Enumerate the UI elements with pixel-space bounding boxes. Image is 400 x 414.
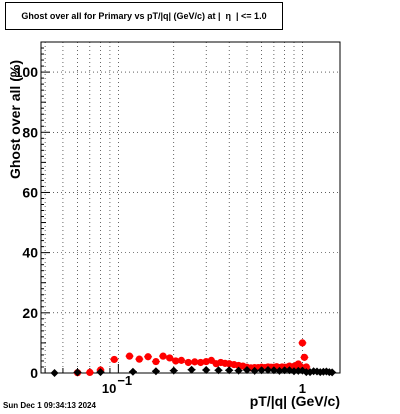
y-tick-label: 100: [15, 64, 39, 80]
timestamp: Sun Dec 1 09:34:13 2024: [3, 401, 96, 410]
data-point-black: [73, 368, 82, 377]
data-point-red: [184, 358, 192, 367]
data-point-red: [110, 355, 118, 364]
data-point-red: [197, 358, 205, 367]
data-point-red: [159, 352, 167, 360]
x-axis-title: pT/|q| (GeV/c): [250, 393, 340, 409]
data-point-black: [328, 368, 337, 377]
data-point-black: [275, 366, 284, 375]
y-tick-label: 40: [22, 245, 38, 261]
data-point-red: [152, 357, 160, 366]
data-point-red: [300, 353, 309, 361]
data-point-black: [269, 366, 278, 375]
data-point-black: [263, 365, 272, 374]
data-point-red: [135, 355, 143, 363]
data-point-black: [50, 369, 59, 377]
data-point-black: [234, 366, 243, 375]
data-point-red: [177, 356, 185, 364]
data-point-black: [169, 366, 178, 375]
data-point-black: [225, 366, 234, 375]
data-point-black: [257, 366, 266, 375]
data-point-red: [86, 368, 94, 376]
data-point-black: [202, 365, 211, 374]
data-point-black: [128, 367, 137, 376]
chart-title-box: Ghost over all for Primary vs pT/|q| (Ge…: [5, 2, 283, 30]
data-point-red: [166, 354, 174, 362]
data-point-black: [214, 366, 223, 375]
x-tick-label: 1: [299, 381, 306, 396]
plot-frame: [40, 41, 341, 374]
data-point-black: [187, 365, 196, 374]
y-tick-label: 20: [22, 305, 38, 321]
data-point-black: [250, 366, 259, 375]
data-point-red: [191, 358, 199, 366]
y-tick-label: 60: [22, 184, 38, 200]
y-axis-title: Ghost over all (%): [7, 60, 23, 179]
data-point-black: [280, 366, 289, 375]
data-point-red: [125, 352, 134, 360]
data-point-black: [243, 365, 252, 374]
y-tick-label: 0: [30, 365, 38, 381]
data-point-red: [144, 353, 152, 361]
data-point-red: [298, 339, 307, 347]
chart-title: Ghost over all for Primary vs pT/|q| (Ge…: [21, 11, 267, 21]
data-point-black: [151, 367, 160, 376]
data-point-black: [290, 367, 299, 376]
data-point-black: [96, 368, 105, 377]
x-tick-label: 10: [102, 381, 116, 396]
data-point-red: [172, 357, 180, 365]
x-tick-label-exponent: −1: [117, 373, 132, 388]
y-tick-label: 80: [22, 124, 38, 140]
